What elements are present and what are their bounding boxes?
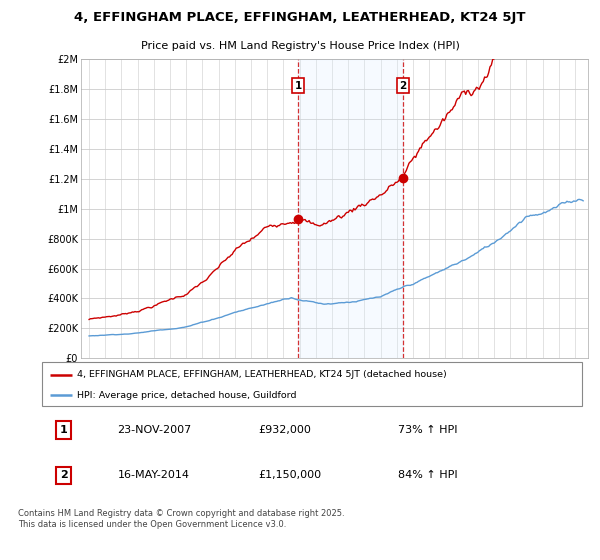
Text: 2: 2 bbox=[60, 470, 67, 480]
Text: 4, EFFINGHAM PLACE, EFFINGHAM, LEATHERHEAD, KT24 5JT (detached house): 4, EFFINGHAM PLACE, EFFINGHAM, LEATHERHE… bbox=[77, 370, 447, 379]
Text: Contains HM Land Registry data © Crown copyright and database right 2025.
This d: Contains HM Land Registry data © Crown c… bbox=[18, 510, 344, 529]
Bar bbox=[298, 59, 403, 358]
Text: 1: 1 bbox=[295, 81, 302, 91]
Text: 4, EFFINGHAM PLACE, EFFINGHAM, LEATHERHEAD, KT24 5JT: 4, EFFINGHAM PLACE, EFFINGHAM, LEATHERHE… bbox=[74, 11, 526, 25]
Text: 1: 1 bbox=[60, 426, 67, 435]
Text: £932,000: £932,000 bbox=[258, 426, 311, 435]
Text: £1,150,000: £1,150,000 bbox=[258, 470, 321, 480]
Text: 2: 2 bbox=[399, 81, 406, 91]
Text: HPI: Average price, detached house, Guildford: HPI: Average price, detached house, Guil… bbox=[77, 390, 296, 400]
Text: 16-MAY-2014: 16-MAY-2014 bbox=[118, 470, 190, 480]
Text: Price paid vs. HM Land Registry's House Price Index (HPI): Price paid vs. HM Land Registry's House … bbox=[140, 41, 460, 50]
Text: 73% ↑ HPI: 73% ↑ HPI bbox=[398, 426, 458, 435]
Text: 84% ↑ HPI: 84% ↑ HPI bbox=[398, 470, 458, 480]
Text: 23-NOV-2007: 23-NOV-2007 bbox=[118, 426, 192, 435]
